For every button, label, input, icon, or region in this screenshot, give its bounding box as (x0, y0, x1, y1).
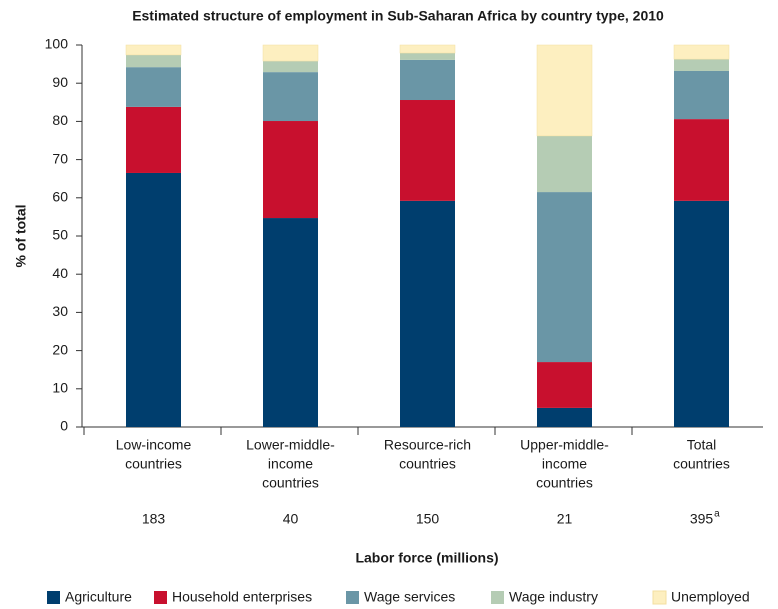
x-axis-label: Labor force (millions) (355, 550, 498, 566)
bar-segment (126, 54, 181, 68)
legend-label: Household enterprises (172, 589, 312, 605)
bar-segment (673, 44, 730, 60)
x-tick-label: Total (687, 437, 717, 453)
bar-segment (674, 200, 729, 427)
bar-segment (263, 72, 318, 122)
labor-force-label: 150 (416, 511, 440, 527)
x-tick-label: countries (125, 456, 182, 472)
x-tick-label: countries (536, 475, 593, 491)
bar-segment (126, 106, 181, 173)
bar-segment (537, 192, 592, 363)
bar-segment (399, 44, 456, 54)
y-tick-label: 50 (52, 227, 68, 243)
x-tick-label: countries (262, 475, 319, 491)
labor-force-label: 21 (557, 511, 573, 527)
bar-segment (400, 59, 455, 101)
bar-segment (674, 70, 729, 120)
labor-force-label: 40 (283, 511, 299, 527)
legend-label: Wage services (364, 589, 455, 605)
bar-segment (263, 61, 318, 73)
legend-label: Agriculture (65, 589, 132, 605)
y-tick-label: 10 (52, 380, 68, 396)
y-tick-label: 20 (52, 341, 68, 357)
y-tick-label: 40 (52, 265, 68, 281)
y-tick-label: 0 (60, 418, 68, 434)
bar-segment (262, 44, 319, 62)
x-tick-label: Upper-middle- (520, 437, 609, 453)
y-tick-label: 70 (52, 150, 68, 166)
x-tick-label: countries (673, 456, 730, 472)
y-tick-label: 90 (52, 74, 68, 90)
bar-segment (537, 407, 592, 427)
legend-swatch (47, 591, 60, 604)
bar-segment (126, 67, 181, 107)
legend-label: Wage industry (509, 589, 598, 605)
bar-segment (536, 44, 593, 137)
legend-label: Unemployed (671, 589, 750, 605)
bar-segment (537, 362, 592, 408)
bar-segment (126, 172, 181, 427)
labor-force-label: 183 (142, 511, 166, 527)
y-tick-label: 60 (52, 189, 68, 205)
bar-segment (674, 59, 729, 71)
bar-segment (400, 53, 455, 60)
y-tick-label: 30 (52, 303, 68, 319)
legend-swatch (491, 591, 504, 604)
y-tick-label: 100 (45, 36, 69, 52)
legend-swatch (652, 590, 667, 605)
labor-force-label: 395 (690, 511, 714, 527)
bar-segment (537, 135, 592, 193)
bar-segment (400, 200, 455, 427)
x-tick-label: income (542, 456, 587, 472)
legend-swatch (154, 591, 167, 604)
bar-segment (263, 121, 318, 219)
x-tick-label: Low-income (116, 437, 192, 453)
y-axis-label: % of total (13, 205, 29, 268)
x-tick-label: income (268, 456, 313, 472)
x-tick-label: countries (399, 456, 456, 472)
bar-segment (125, 44, 182, 56)
bar-segment (400, 100, 455, 201)
y-tick-label: 80 (52, 112, 68, 128)
bar-segment (674, 119, 729, 201)
chart-title: Estimated structure of employment in Sub… (132, 8, 664, 24)
x-tick-label: Resource-rich (384, 437, 471, 453)
footnote-mark: a (714, 509, 720, 520)
bar-segment (263, 218, 318, 427)
legend-swatch (346, 591, 359, 604)
x-tick-label: Lower-middle- (246, 437, 335, 453)
